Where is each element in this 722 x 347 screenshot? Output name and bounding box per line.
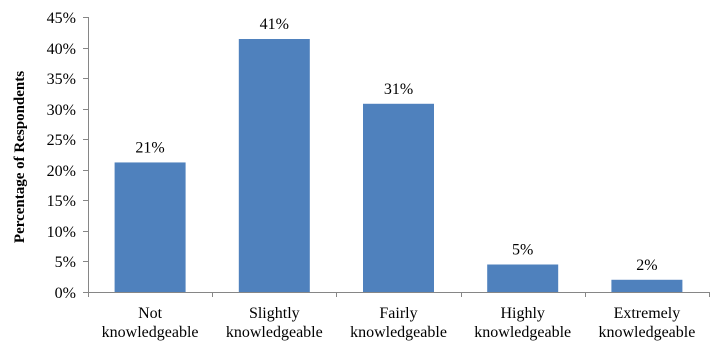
data-label: 41% [260,16,289,33]
data-labels: 21% 41% 31% 5% 2% [135,16,657,274]
category-label: Not knowledgeable [102,305,199,341]
data-label: 2% [636,257,657,274]
category-label: Fairly knowledgeable [350,305,447,341]
y-tick-label: 20% [47,163,76,180]
y-tick-label: 30% [47,102,76,119]
bar [487,264,559,292]
category-label: Extremely knowledgeable [598,305,695,341]
bars [114,39,683,293]
data-label: 31% [384,81,413,98]
data-label: 21% [135,139,164,156]
data-label: 5% [512,242,533,259]
y-tick-label: 45% [47,10,76,27]
y-tick-label: 10% [47,224,76,241]
y-tick-label: 40% [47,41,76,58]
bar [114,162,186,292]
y-axis-title: Percentage of Respondents [12,71,28,243]
y-axis: 0% 5% 10% 15% 20% 25% 30% 35% 40% 45% [47,10,88,302]
x-axis: Not knowledgeable Slightly knowledgeable Fai… [88,292,710,341]
category-label: Slightly knowledgeable [226,305,323,341]
category-label: Highly knowledgeable [474,305,571,341]
y-tick-label: 0% [55,285,76,302]
bar [611,279,683,292]
bar [363,103,434,293]
y-tick-label: 5% [55,254,76,271]
y-tick-label: 15% [47,193,76,210]
y-tick-label: 25% [47,132,76,149]
y-tick-label: 35% [47,71,76,88]
bar [238,39,310,292]
